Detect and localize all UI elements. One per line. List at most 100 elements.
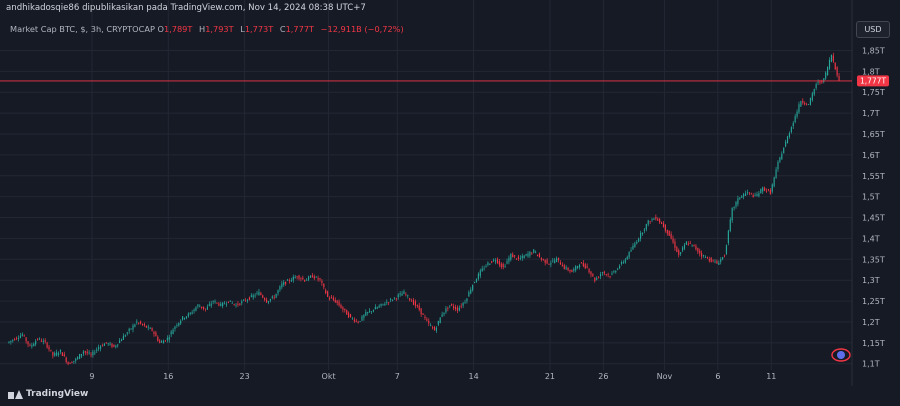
candle [269,298,271,303]
candle [285,281,287,286]
candle [376,306,378,310]
candle [77,356,79,360]
candle [557,257,560,263]
candle [256,290,258,296]
author-name[interactable]: andhikadosqie86 [6,3,80,13]
candle [8,341,10,344]
y-tick-label: 1,8T [862,67,880,76]
candle [645,223,647,232]
y-tick-label: 1,15T [862,339,885,348]
candle [472,284,474,292]
candle [344,308,346,313]
y-tick-label: 1,65T [862,130,885,139]
indicator-icon[interactable] [831,348,851,362]
candle [672,235,674,244]
candles [8,52,840,366]
candle [306,278,308,281]
y-tick-label: 1,5T [862,193,880,202]
candle [216,302,218,305]
candle [611,270,613,276]
candle [78,353,81,360]
y-tick-label: 1,2T [862,318,880,327]
candle [443,312,445,317]
candle [741,195,743,198]
candle [54,351,56,357]
publish-date: Nov 14, 2024 08:38 UTC+7 [248,3,366,13]
candle [760,188,762,194]
candle [638,237,640,243]
candle [617,267,619,271]
candle [138,322,140,325]
candle [254,293,256,298]
candle [689,240,691,245]
candle [521,253,523,261]
candle [69,362,71,364]
candle [622,260,624,265]
candle [182,316,184,321]
symbol-name[interactable]: Market Cap BTC, $, 3h, CRYPTOCAP [10,24,155,34]
candle [630,247,632,252]
candle [416,304,418,308]
candle [332,295,334,302]
candle [155,330,157,337]
candle [145,325,147,328]
candle [56,349,58,357]
candle [122,333,125,341]
candle [99,345,102,352]
candle [168,334,170,343]
candle [470,287,472,295]
candle [369,308,371,313]
candle [767,188,770,192]
candle [128,327,130,334]
x-tick-label: 21 [545,372,555,381]
candle [786,135,789,144]
candle [361,314,363,322]
candle [706,256,708,260]
tradingview-brand: TradingView [26,389,89,399]
x-tick-label: 9 [89,372,94,381]
candle [222,302,224,309]
candle [800,100,802,107]
candle [796,109,798,119]
candle [536,254,539,257]
candle [262,294,264,299]
candle [86,349,88,356]
candle [113,344,115,348]
candle [403,289,405,295]
candle [372,309,375,313]
candle [487,261,489,267]
candle [567,266,569,272]
currency-button[interactable]: USD [856,21,890,38]
candle [798,101,800,115]
candle [632,243,634,251]
candle [204,308,207,312]
candle [483,265,485,271]
close-value: 1,777T [285,24,315,34]
candle [695,244,697,251]
x-tick-label: Nov [657,372,673,381]
candle [281,280,283,290]
candle [676,245,678,253]
candle [159,338,161,344]
candle [659,217,661,224]
candle [40,338,42,343]
candle [815,82,817,91]
candle [592,273,594,277]
candle [388,302,390,306]
candle [220,301,222,307]
candle [569,269,571,274]
candle [399,291,401,297]
candle [517,254,520,261]
tradingview-logo[interactable]: TradingView [8,389,88,399]
candle [828,57,831,70]
candle [554,258,556,264]
candle [447,306,449,312]
x-tick-label: 16 [163,372,173,381]
candle [153,330,155,337]
candle [248,296,250,301]
candle [716,259,718,264]
candle [288,278,291,284]
x-tick-label: 26 [598,372,608,381]
candle [565,265,567,271]
